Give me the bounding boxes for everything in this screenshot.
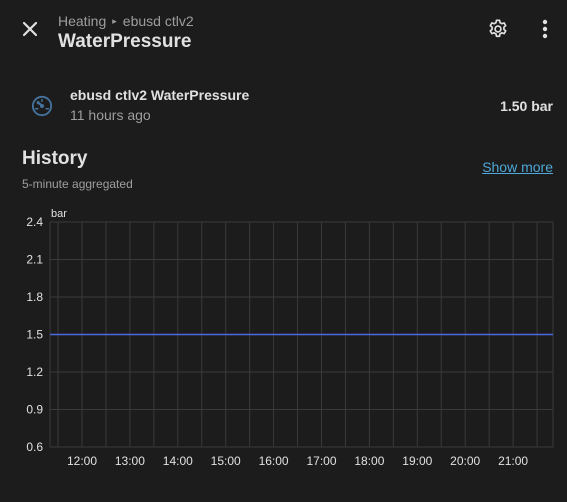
close-icon [22,21,38,37]
y-tick-label: 1.8 [26,290,43,304]
history-heading: History [22,148,88,169]
gear-icon [489,19,507,38]
x-tick-label: 19:00 [402,454,432,468]
dialog-title: WaterPressure [58,31,192,52]
y-tick-label: 2.1 [26,253,43,267]
y-axis-unit-label: bar [51,208,67,220]
more-options-button[interactable] [525,9,565,49]
x-tick-label: 14:00 [163,454,193,468]
y-tick-label: 0.9 [26,403,43,417]
x-tick-label: 16:00 [259,454,289,468]
x-tick-label: 17:00 [306,454,336,468]
history-chart[interactable]: 2.4 2.1 1.8 1.5 1.2 0.9 0.6 12:00 13:00 14:00 15:0… [0,200,567,480]
settings-button[interactable] [478,9,518,49]
entity-last-changed: 11 hours ago [70,107,151,123]
breadcrumb-separator-icon: ▸ [112,15,117,26]
x-tick-label: 18:00 [354,454,384,468]
x-tick-label: 15:00 [211,454,241,468]
gauge-icon [31,95,53,117]
x-tick-label: 21:00 [498,454,528,468]
close-button[interactable] [10,9,50,49]
y-tick-label: 1.5 [26,328,43,342]
y-tick-label: 2.4 [26,215,43,229]
entity-state-value: 1.50 bar [500,98,553,114]
x-tick-label: 20:00 [450,454,480,468]
breadcrumb: Heating ▸ ebusd ctlv2 [58,13,194,29]
x-tick-label: 13:00 [115,454,145,468]
history-subtitle: 5-minute aggregated [22,177,133,191]
y-tick-label: 0.6 [26,440,43,454]
x-tick-label: 12:00 [67,454,97,468]
dots-vertical-icon [542,19,548,39]
dialog-header: Heating ▸ ebusd ctlv2 WaterPressure [0,0,567,62]
y-tick-label: 1.2 [26,365,43,379]
show-more-link[interactable]: Show more [482,159,553,175]
entity-row: ebusd ctlv2 WaterPressure 11 hours ago 1… [0,82,567,132]
entity-name: ebusd ctlv2 WaterPressure [70,87,250,103]
breadcrumb-device[interactable]: ebusd ctlv2 [122,13,194,29]
breadcrumb-area[interactable]: Heating [58,13,107,29]
